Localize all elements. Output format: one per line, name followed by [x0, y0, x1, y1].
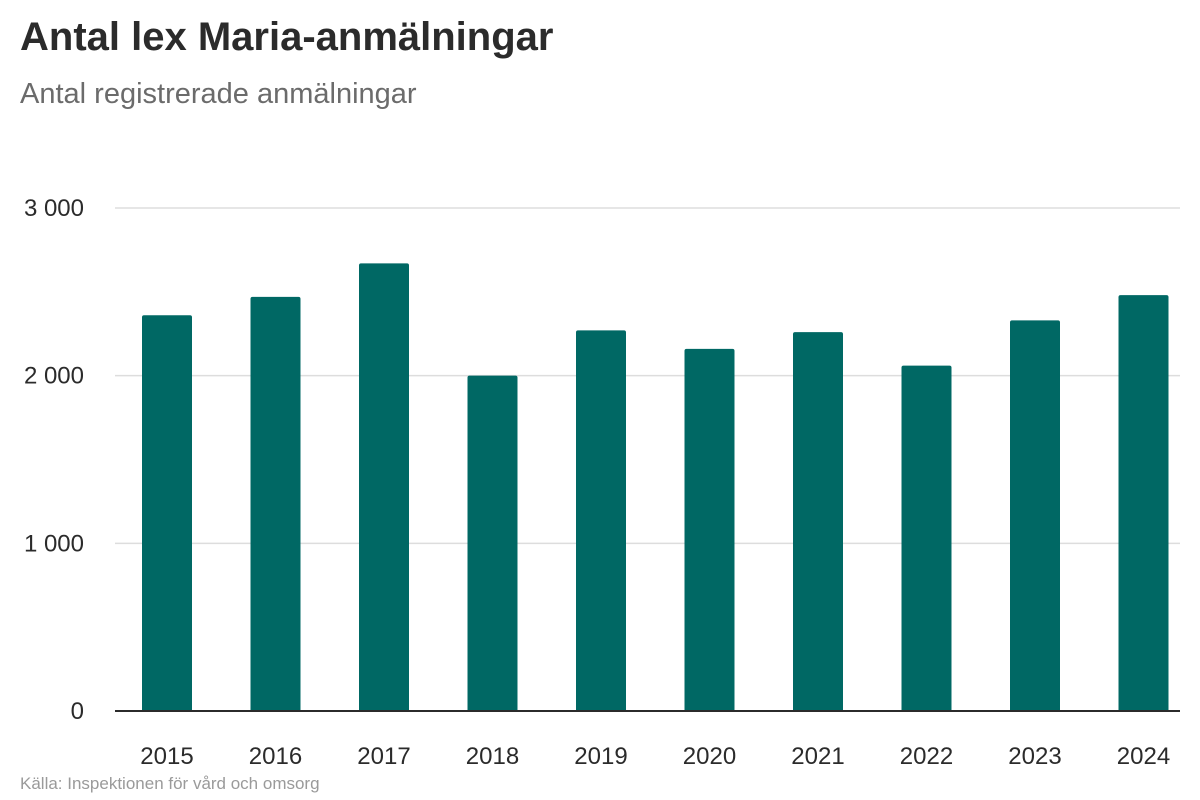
chart-subtitle: Antal registrerade anmälningar [20, 78, 417, 110]
bar-2016 [250, 296, 301, 711]
x-tick-label: 2019 [574, 743, 627, 770]
y-tick-label: 0 [71, 698, 84, 725]
x-tick-label: 2024 [1117, 743, 1170, 770]
y-tick-label: 3 000 [24, 195, 84, 222]
bar-2020 [684, 348, 735, 711]
y-axis-tick-labels: 0 1 000 2 000 3 000 [24, 195, 84, 725]
x-tick-label: 2015 [140, 743, 193, 770]
x-axis-tick-labels: 2015 2016 2017 2018 2019 2020 2021 2022 2023 2024 [140, 743, 1170, 770]
y-tick-label: 2 000 [24, 363, 84, 390]
bars [142, 263, 1169, 711]
x-tick-label: 2017 [357, 743, 410, 770]
bar-2021 [793, 332, 843, 711]
y-tick-label: 1 000 [24, 530, 84, 557]
bar-2017 [359, 263, 409, 711]
bar-2022 [901, 365, 952, 711]
bar-2015 [142, 315, 192, 711]
bar-2024 [1118, 295, 1169, 711]
x-tick-label: 2020 [683, 743, 736, 770]
x-tick-label: 2021 [791, 743, 844, 770]
x-tick-label: 2016 [249, 743, 302, 770]
bar-2018 [467, 375, 518, 711]
x-tick-label: 2018 [466, 743, 519, 770]
x-tick-label: 2022 [900, 743, 953, 770]
x-tick-label: 2023 [1008, 743, 1061, 770]
bar-2019 [576, 330, 626, 711]
source-note: Källa: Inspektionen för vård och omsorg [20, 774, 320, 793]
bar-2023 [1010, 320, 1060, 711]
chart-title: Antal lex Maria-anmälningar [20, 15, 554, 59]
